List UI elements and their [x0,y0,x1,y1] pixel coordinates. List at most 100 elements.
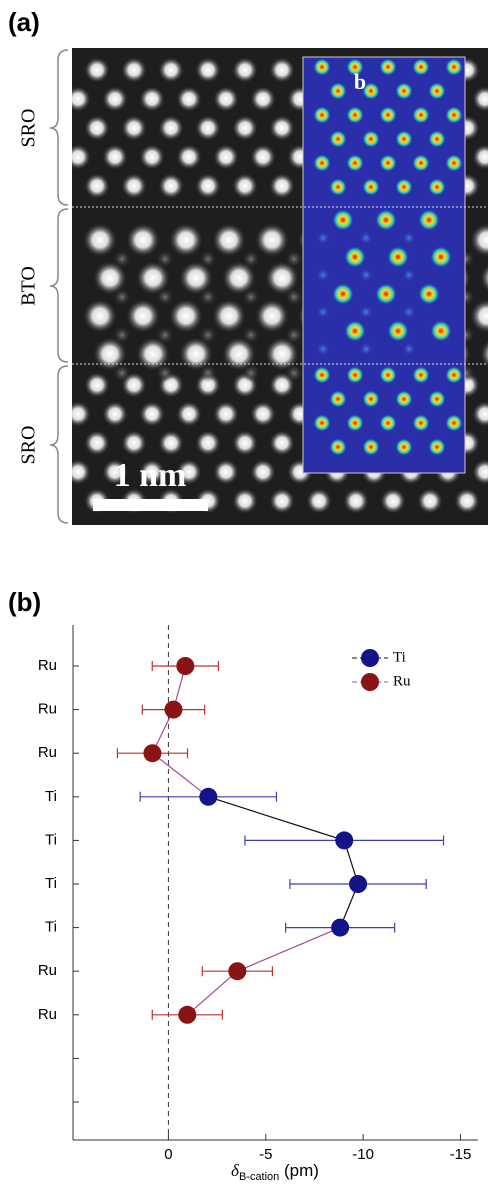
legend-marker [361,673,379,691]
y-tick-label: Ti [45,788,57,805]
atom [269,488,295,514]
atom [176,144,202,170]
atom-map [412,154,430,172]
atom [242,288,260,306]
atom-map [395,438,413,456]
atom [139,401,165,427]
atom [176,401,202,427]
atom [65,459,91,485]
x-tick-label: 0 [164,1146,172,1163]
inset-label: b [354,69,366,94]
layer-label: SRO [18,109,40,148]
legend-label: Ru [393,673,411,689]
marker [199,788,217,806]
atom [102,401,128,427]
atom-map [362,130,380,148]
atom [113,364,131,382]
atom [213,144,239,170]
x-axis-label: δB-cation (pm) [231,1161,319,1183]
scale-bar-label: 1 nm [114,457,187,494]
atom-map [375,283,397,305]
atom-map [395,82,413,100]
atom-map [316,231,330,245]
marker [228,962,246,980]
atom-map [445,154,463,172]
atom [285,288,303,306]
panel-label: (b) [8,587,41,617]
atom [84,115,110,141]
braces [50,50,68,523]
y-tick-label: Ru [38,657,57,674]
scale-bar [93,499,208,511]
y-tick-label: Ti [45,875,57,892]
atom-map [445,414,463,432]
chart: RuRuRuTiTiTiTiRuRu0-5-10-15δB-cation (pm… [38,625,478,1183]
atom-map [329,130,347,148]
atom [417,488,443,514]
atom [250,86,276,112]
marker [178,1006,196,1024]
atom-map [418,283,440,305]
atom [212,223,246,257]
atom-map [379,414,397,432]
atom [47,488,73,514]
atom-map [379,366,397,384]
atom [454,488,480,514]
atom [102,144,128,170]
atom-map [445,366,463,384]
atom [169,223,203,257]
marker [143,744,161,762]
atom-map [402,231,416,245]
x-tick-label: -10 [352,1146,374,1163]
atom [213,459,239,485]
atom-map [402,342,416,356]
atom-map [395,390,413,408]
atom [83,223,117,257]
atom-map [379,106,397,124]
atom [212,299,246,333]
atom [84,430,110,456]
atom-map [402,305,416,319]
atom [121,173,147,199]
atom-map [418,209,440,231]
atom [195,57,221,83]
atom-map [395,130,413,148]
atom [195,115,221,141]
atom [232,57,258,83]
atom-map [379,58,397,76]
x-tick-label: -5 [259,1146,272,1163]
marker [335,831,353,849]
atom-map [428,82,446,100]
atom [158,173,184,199]
atom-map [313,154,331,172]
atom-map [359,268,373,282]
atom-map [313,106,331,124]
atom-map [359,305,373,319]
atom-map [430,320,452,342]
atom [47,57,73,83]
atom [139,144,165,170]
atom [84,372,110,398]
x-tick-label: -15 [450,1146,472,1163]
atom [84,57,110,83]
atom-map [362,178,380,196]
atom [176,86,202,112]
atom [250,401,276,427]
atom [83,299,117,333]
atom [199,288,217,306]
atom [47,430,73,456]
atom [121,57,147,83]
figure: (a) b SRO BTO SRO 1 nm (b) RuRuRuTiTiTiT… [0,0,489,1186]
y-tick-label: Ti [45,919,57,936]
atom-map [346,154,364,172]
atom-map [344,320,366,342]
atom [169,299,203,333]
y-tick-label: Ru [38,962,57,979]
atom [380,488,406,514]
atom-map [329,178,347,196]
inset [303,57,465,473]
atom [158,430,184,456]
x-axis-label-part: (pm) [279,1161,319,1180]
atom [195,430,221,456]
atom-map [332,283,354,305]
